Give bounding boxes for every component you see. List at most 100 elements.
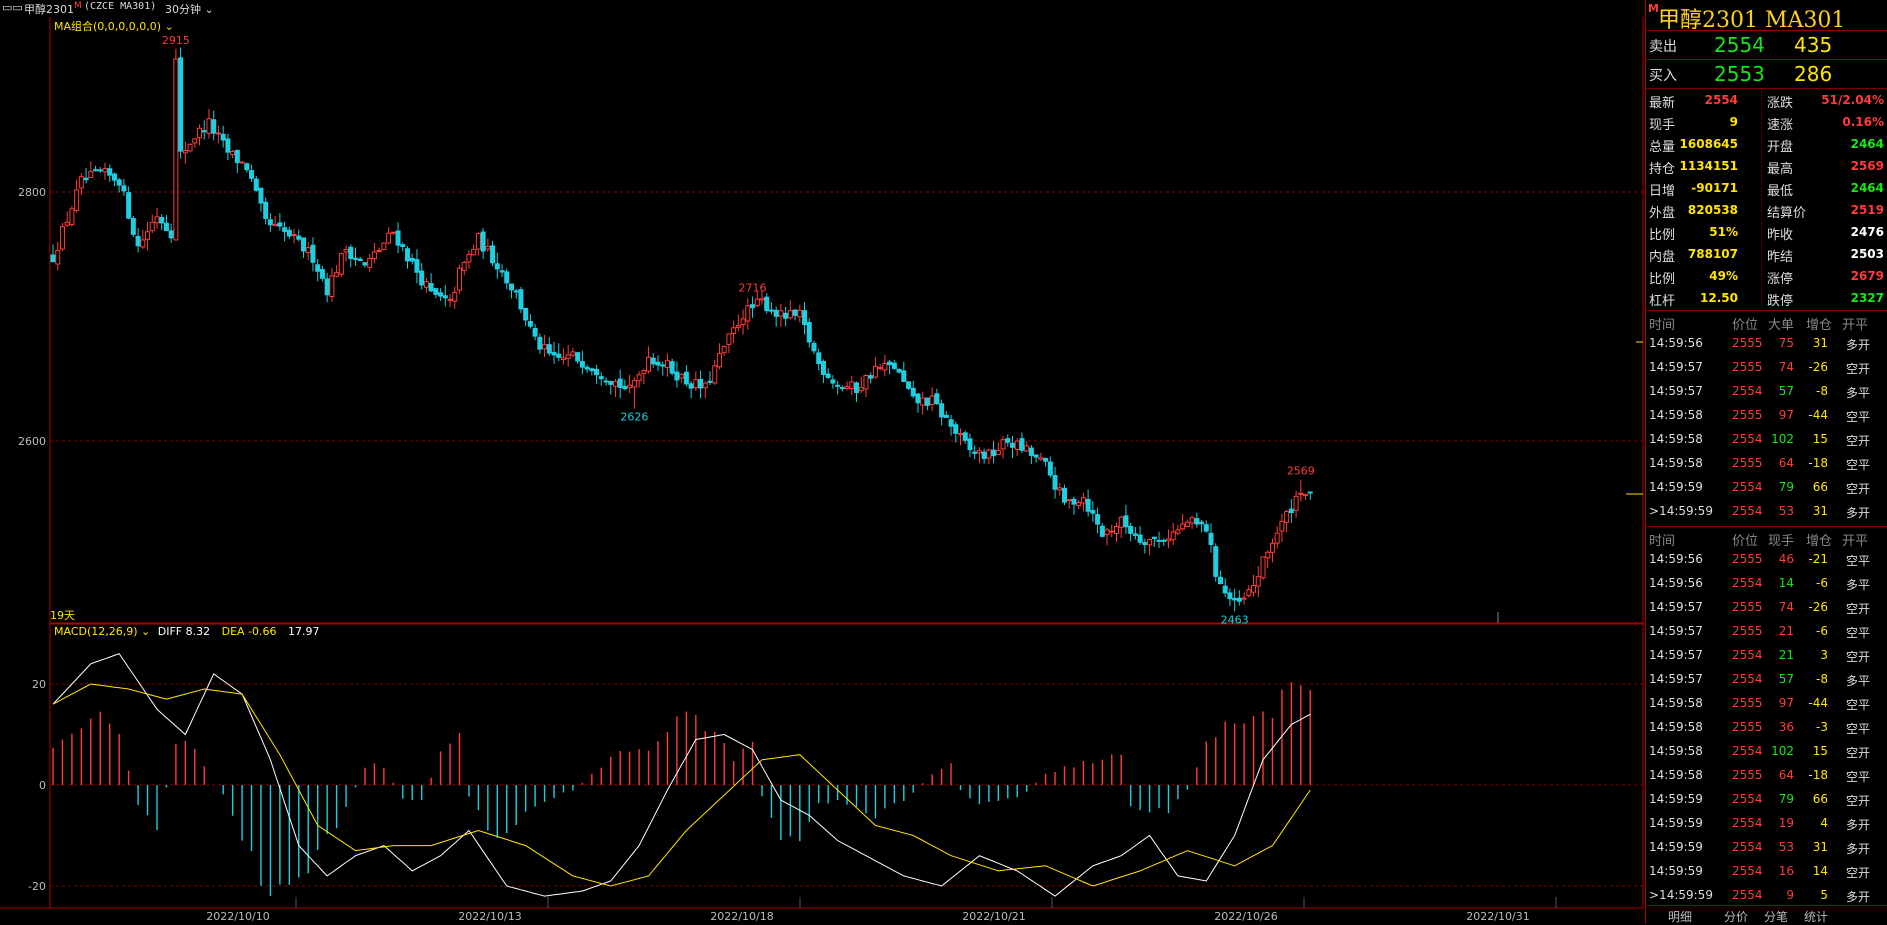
tick-row[interactable]: 14:59:57 2555 74 -26 空开 xyxy=(1646,356,1887,380)
candle-body xyxy=(750,304,756,309)
tick-row[interactable]: 14:59:58 2555 97 -44 空平 xyxy=(1646,692,1887,716)
candle-body xyxy=(499,270,505,273)
candle-body xyxy=(858,387,864,392)
days-label: 19天 xyxy=(50,609,75,622)
candle-body xyxy=(939,403,945,418)
candle-body xyxy=(1009,442,1015,448)
candle-body xyxy=(707,380,713,383)
tick-row[interactable]: 14:59:58 2554 102 15 空开 xyxy=(1646,428,1887,452)
stat-label: 外盘 xyxy=(1649,206,1676,221)
extreme-label: 2716 xyxy=(739,282,767,295)
candle-body xyxy=(409,257,415,262)
tick-time: 14:59:59 xyxy=(1649,792,1703,806)
stat-value: 0.16% xyxy=(1842,115,1884,129)
candle-body xyxy=(1080,497,1086,504)
candle-body xyxy=(556,353,562,358)
tick-time: 14:59:59 xyxy=(1649,840,1703,854)
tick-row[interactable]: 14:59:58 2555 97 -44 空平 xyxy=(1646,404,1887,428)
stat-label: 日增 xyxy=(1649,184,1676,199)
tick-openclose: 多开 xyxy=(1846,506,1871,520)
candle-body xyxy=(215,132,221,135)
tab-statistics[interactable]: 统计 xyxy=(1804,910,1829,924)
bid-row: 买入 2553 286 xyxy=(1646,59,1887,88)
candle-body xyxy=(107,168,113,176)
tick-row[interactable]: 14:59:58 2555 64 -18 空平 xyxy=(1646,452,1887,476)
candle-body xyxy=(1260,556,1266,579)
candle-body xyxy=(296,235,302,240)
tab-details[interactable]: 明细 xyxy=(1668,910,1693,924)
candle-body xyxy=(1170,531,1176,541)
tick-openclose: 多平 xyxy=(1846,674,1871,688)
candle-body xyxy=(1194,518,1200,525)
kline-chart[interactable]: 2800 2600 20 0 -20 2022/10/10 2022/10/13 2022/1… xyxy=(0,0,1645,924)
candle-body xyxy=(1246,589,1252,596)
ask-price: 2554 xyxy=(1714,33,1765,57)
tick-row[interactable]: 14:59:58 2555 36 -3 空平 xyxy=(1646,716,1887,740)
tick-row[interactable]: 14:59:59 2554 53 31 多开 xyxy=(1646,836,1887,860)
candle-body xyxy=(934,393,940,405)
ma-indicator-label[interactable]: MA组合(0,0,0,0,0,0) ⌄ xyxy=(54,18,174,34)
tick-volume: 74 xyxy=(1778,600,1794,614)
candle-body xyxy=(995,449,1001,455)
candle-body xyxy=(920,397,926,406)
period-selector[interactable]: 30分钟 ⌄ xyxy=(165,1,214,17)
candle-body xyxy=(575,352,581,362)
tick-row[interactable]: 14:59:57 2554 57 -8 多平 xyxy=(1646,668,1887,692)
candle-body xyxy=(400,244,406,247)
candle-body xyxy=(953,424,959,434)
tick-openclose: 多平 xyxy=(1846,578,1871,592)
candle-body xyxy=(301,237,307,252)
tick-oi-change: -6 xyxy=(1816,576,1828,590)
tick-row[interactable]: 14:59:56 2555 46 -21 空平 xyxy=(1646,548,1887,572)
candle-body xyxy=(1132,533,1138,536)
tick-row[interactable]: 14:59:59 2554 79 66 空开 xyxy=(1646,788,1887,812)
candle-body xyxy=(438,292,444,297)
candle-body xyxy=(589,368,595,372)
symbol-name[interactable]: 甲醇2301 xyxy=(24,3,74,16)
tick-row[interactable]: 14:59:56 2555 75 31 多开 xyxy=(1646,332,1887,356)
tab-price-distribution[interactable]: 分价 xyxy=(1724,910,1749,924)
tick-row[interactable]: 14:59:59 2554 19 4 多开 xyxy=(1646,812,1887,836)
tick-row[interactable]: 14:59:58 2555 64 -18 空平 xyxy=(1646,764,1887,788)
candle-body xyxy=(423,281,429,288)
tick-row[interactable]: 14:59:59 2554 16 14 空开 xyxy=(1646,860,1887,884)
tab-trades[interactable]: 分笔 xyxy=(1764,910,1789,924)
tick-volume: 16 xyxy=(1778,864,1794,878)
candle-body xyxy=(263,201,269,219)
candle-body xyxy=(1137,534,1143,543)
tick-row[interactable]: >14:59:59 2554 53 31 多开 xyxy=(1646,500,1887,524)
candle-body xyxy=(192,138,198,144)
tick-volume: 97 xyxy=(1778,696,1794,710)
tick-row[interactable]: >14:59:59 2554 9 5 多开 xyxy=(1646,884,1887,908)
tick-row[interactable]: 14:59:58 2554 102 15 空开 xyxy=(1646,740,1887,764)
macd-header[interactable]: MACD(12,26,9) ⌄ DIFF 8.32 DEA -0.66 17.9… xyxy=(54,625,320,638)
tick-volume: 74 xyxy=(1778,360,1794,374)
tick-row[interactable]: 14:59:59 2554 79 66 空开 xyxy=(1646,476,1887,500)
column-header: 开平 xyxy=(1842,318,1869,333)
divider xyxy=(1646,310,1887,311)
candle-body xyxy=(802,310,808,326)
tick-volume: 64 xyxy=(1778,768,1794,782)
candle-body xyxy=(1118,516,1124,528)
candle-body xyxy=(1279,520,1285,532)
tick-row[interactable]: 14:59:57 2555 74 -26 空开 xyxy=(1646,596,1887,620)
price-pane-frame xyxy=(49,15,1644,624)
tick-row[interactable]: 14:59:57 2555 21 -6 空平 xyxy=(1646,620,1887,644)
tick-time: 14:59:59 xyxy=(1649,816,1703,830)
candle-body xyxy=(1095,514,1101,525)
menu-icon[interactable]: ▭▭ xyxy=(2,1,23,14)
tick-row[interactable]: 14:59:57 2554 57 -8 多平 xyxy=(1646,380,1887,404)
stat-label: 现手 xyxy=(1649,118,1676,133)
candle-body xyxy=(943,414,949,418)
candle-body xyxy=(404,248,410,262)
stat-row: 总量 1608645 开盘 2464 xyxy=(1646,133,1887,155)
candle-body xyxy=(50,254,56,263)
tick-volume: 19 xyxy=(1778,816,1794,830)
tick-time: 14:59:58 xyxy=(1649,408,1703,422)
tick-row[interactable]: 14:59:56 2554 14 -6 多平 xyxy=(1646,572,1887,596)
candle-body xyxy=(282,227,288,232)
symbol-code: (CZCE MA301) xyxy=(84,1,157,12)
tick-row[interactable]: 14:59:57 2554 21 3 空开 xyxy=(1646,644,1887,668)
candle-body xyxy=(1028,447,1034,456)
candle-body xyxy=(1047,461,1053,476)
